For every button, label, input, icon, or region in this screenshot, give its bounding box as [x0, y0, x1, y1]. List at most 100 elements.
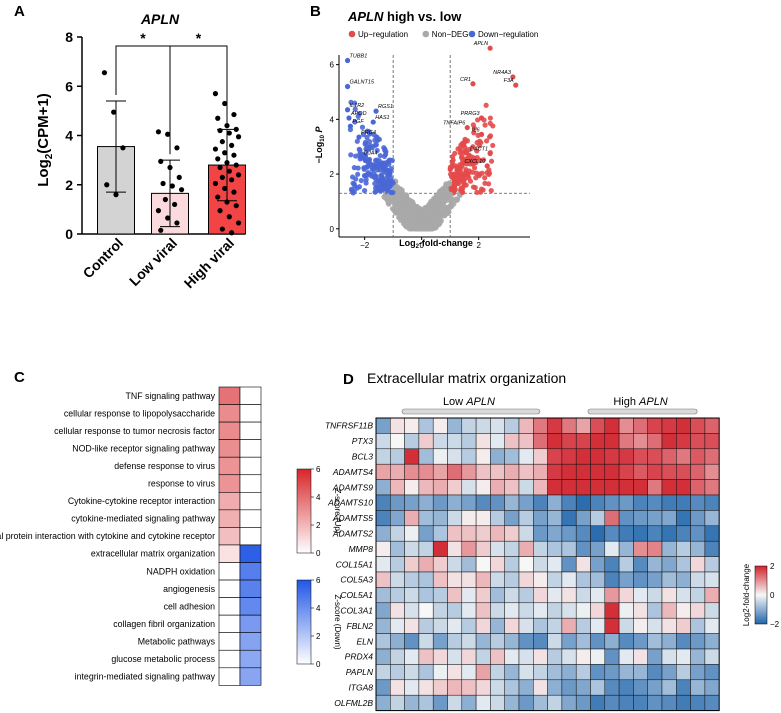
panel-d-cell: [547, 664, 563, 681]
panel-d-cell: [518, 664, 534, 681]
panel-d-cell: [704, 525, 720, 542]
panel-d-cell: [504, 694, 520, 711]
panel-c-up-cell: [218, 527, 241, 546]
panel-b-point: [459, 153, 465, 159]
panel-d-cell: [590, 463, 606, 480]
panel-b-gene-label: GALNT15: [350, 80, 375, 86]
panel-d-cell: [690, 664, 706, 681]
panel-d-cell: [561, 463, 577, 480]
panel-d-cell: [418, 556, 434, 573]
panel-d-cell: [661, 448, 677, 465]
panel-d-gene-label: PRDX4: [345, 652, 374, 662]
panel-d-cell: [575, 602, 591, 619]
panel-b-labeled-point: [510, 74, 516, 80]
panel-d-cell: [390, 479, 405, 496]
panel-d-cell: [418, 510, 434, 527]
panel-d-group-bar: [587, 408, 698, 415]
panel-b-point: [348, 99, 354, 105]
panel-b-point: [482, 122, 488, 128]
panel-c-pathway-label: NADPH oxidation: [147, 566, 216, 576]
panel-d-cell: [447, 417, 463, 434]
panel-d-cell: [461, 571, 477, 588]
panel-c-up-cell: [218, 614, 241, 634]
panel-d-cell: [490, 479, 505, 496]
panel-d-cell: [690, 617, 706, 634]
panel-a-point: [233, 203, 239, 209]
panel-d-cell: [390, 633, 405, 650]
panel-d-cell: [618, 448, 634, 465]
panel-d-cell: [490, 510, 505, 527]
panel-b-point: [451, 186, 457, 192]
panel-d-cell: [432, 494, 448, 511]
panel-d-cell: [375, 525, 391, 542]
panel-d-cell: [590, 556, 606, 573]
panel-d-cell: [704, 463, 720, 480]
panel-b-point: [377, 153, 383, 159]
panel-b-labeled-point: [344, 83, 351, 90]
panel-c-up-cell: [218, 421, 241, 440]
panel-d-cell: [661, 433, 677, 450]
panel-c-colorbar-tick-label: 0: [316, 549, 321, 558]
panel-d-cell: [547, 571, 563, 588]
panel-d-cell: [404, 602, 420, 619]
panel-d-cell: [618, 525, 634, 542]
panel-d-cell: [676, 479, 691, 496]
panel-d-cell: [533, 417, 548, 434]
panel-b-point: [351, 165, 357, 171]
panel-a-point: [222, 100, 228, 107]
panel-d-cell: [518, 494, 534, 511]
panel-d-cell: [390, 602, 405, 619]
panel-d-gene-label: PAPLN: [346, 667, 374, 677]
panel-d-cell: [690, 433, 706, 450]
panel-c-colorbar-tick-label: 4: [316, 604, 321, 613]
panel-d-cell: [676, 448, 691, 465]
panel-c-pathway-label: response to virus: [148, 479, 216, 489]
panel-d-cell: [390, 525, 405, 542]
panel-d-cell: [561, 525, 577, 542]
panel-b-labeled-point: [344, 107, 351, 113]
panel-a-point: [155, 208, 162, 214]
panel-a-point: [231, 189, 237, 195]
panel-b-point: [358, 177, 364, 184]
panel-c-down-cell: [239, 544, 262, 563]
panel-d-cell: [604, 510, 620, 527]
panel-d-cell: [561, 433, 577, 450]
panel-d-cell: [461, 587, 477, 604]
panel-b-labeled-point: [373, 108, 379, 114]
panel-d-gene-label: ELN: [356, 636, 373, 646]
panel-b-point: [486, 134, 493, 140]
panel-d-cell: [432, 479, 448, 496]
panel-d-cell: [604, 417, 620, 434]
panel-d-cell: [461, 417, 477, 434]
panel-d-cell: [475, 525, 491, 542]
panel-d-cell: [561, 479, 577, 496]
panel-b-point: [363, 177, 369, 183]
panel-d-cell: [547, 633, 563, 650]
panel-b-point: [374, 184, 380, 190]
panel-d-cell: [590, 417, 606, 434]
panel-d-group-bar: [401, 408, 541, 415]
panel-c-colorbar-tick-label: 4: [316, 493, 321, 502]
panel-b-point: [477, 138, 483, 144]
panel-d-cell: [704, 479, 720, 496]
panel-d-cell: [533, 648, 548, 665]
panel-a-point: [226, 214, 232, 220]
panel-d-cell: [447, 633, 463, 650]
panel-d-cell: [447, 617, 463, 634]
panel-d-cell: [504, 602, 520, 619]
panel-b-point: [436, 217, 442, 223]
panel-b-point: [399, 202, 405, 208]
panel-d-cell: [447, 540, 463, 557]
panel-a-point: [167, 164, 173, 171]
panel-d-cell: [604, 479, 620, 496]
panel-b-point: [484, 170, 490, 176]
panel-d-cell: [490, 540, 505, 557]
panel-d-cell: [604, 694, 620, 711]
panel-d-cell: [504, 679, 520, 696]
panel-d-cell: [533, 633, 548, 650]
panel-d-cell: [461, 540, 477, 557]
panel-c-down-cell: [239, 667, 262, 686]
panel-b-point: [385, 180, 391, 186]
panel-a-point: [233, 162, 239, 168]
